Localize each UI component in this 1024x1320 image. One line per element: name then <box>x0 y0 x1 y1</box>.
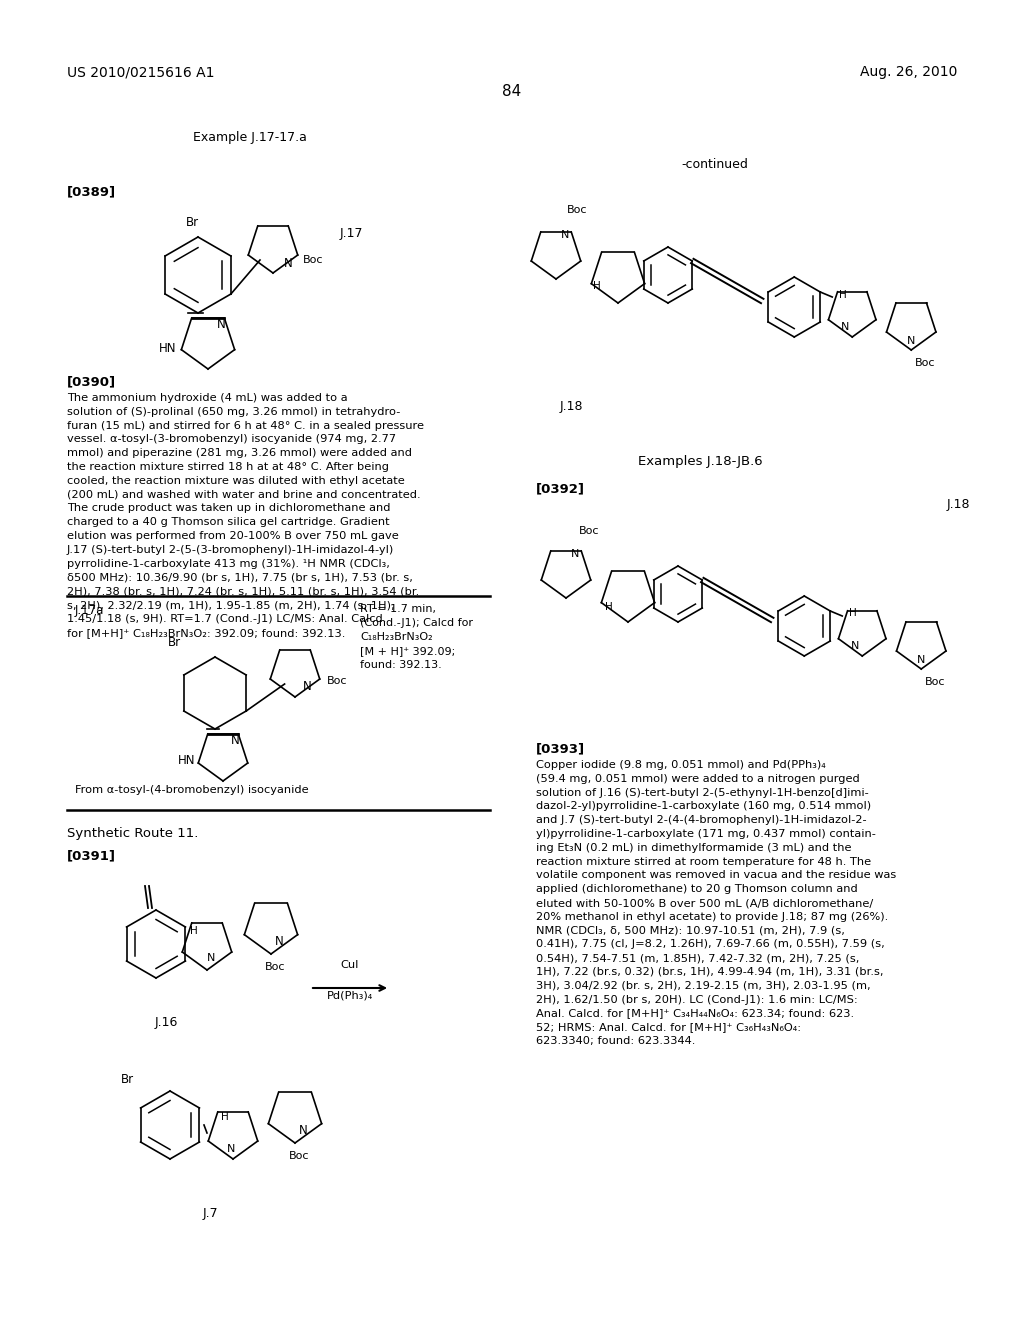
Text: s, 2H), 2.32/2.19 (m, 1H), 1.95-1.85 (m, 2H), 1.74 (s, 1H),: s, 2H), 2.32/2.19 (m, 1H), 1.95-1.85 (m,… <box>67 601 394 610</box>
Text: 1.45/1.18 (s, 9H). RT=1.7 (Cond.-J1) LC/MS: Anal. Calcd.: 1.45/1.18 (s, 9H). RT=1.7 (Cond.-J1) LC/… <box>67 614 386 624</box>
Text: 1H), 7.22 (br.s, 0.32) (br.s, 1H), 4.99-4.94 (m, 1H), 3.31 (br.s,: 1H), 7.22 (br.s, 0.32) (br.s, 1H), 4.99-… <box>536 968 884 977</box>
Text: H: H <box>605 602 612 611</box>
Text: Boc: Boc <box>926 677 946 686</box>
Text: Copper iodide (9.8 mg, 0.051 mmol) and Pd(PPh₃)₄: Copper iodide (9.8 mg, 0.051 mmol) and P… <box>536 760 825 770</box>
Text: Aug. 26, 2010: Aug. 26, 2010 <box>859 65 957 79</box>
Text: Pd(Ph₃)₄: Pd(Ph₃)₄ <box>327 990 373 1001</box>
Text: the reaction mixture stirred 18 h at at 48° C. After being: the reaction mixture stirred 18 h at at … <box>67 462 389 473</box>
Text: From α-tosyl-(4-bromobenzyl) isocyanide: From α-tosyl-(4-bromobenzyl) isocyanide <box>75 785 308 795</box>
Text: (59.4 mg, 0.051 mmol) were added to a nitrogen purged: (59.4 mg, 0.051 mmol) were added to a ni… <box>536 774 860 784</box>
Text: Boc: Boc <box>327 676 347 686</box>
Text: C₁₈H₂₃BrN₃O₂: C₁₈H₂₃BrN₃O₂ <box>360 632 432 642</box>
Text: N: N <box>275 935 284 948</box>
Text: N: N <box>226 1143 236 1154</box>
Text: Boc: Boc <box>566 205 587 215</box>
Text: Anal. Calcd. for [M+H]⁺ C₃₄H₄₄N₆O₄: 623.34; found: 623.: Anal. Calcd. for [M+H]⁺ C₃₄H₄₄N₆O₄: 623.… <box>536 1008 854 1019</box>
Text: CuI: CuI <box>341 960 359 970</box>
Text: N: N <box>918 655 926 665</box>
Text: 84: 84 <box>503 84 521 99</box>
Text: 0.54H), 7.54-7.51 (m, 1.85H), 7.42-7.32 (m, 2H), 7.25 (s,: 0.54H), 7.54-7.51 (m, 1.85H), 7.42-7.32 … <box>536 953 859 964</box>
Text: [M + H]⁺ 392.09;: [M + H]⁺ 392.09; <box>360 645 456 656</box>
Text: N: N <box>561 230 569 240</box>
Text: cooled, the reaction mixture was diluted with ethyl acetate: cooled, the reaction mixture was diluted… <box>67 475 404 486</box>
Text: Boc: Boc <box>915 358 936 368</box>
Text: 52; HRMS: Anal. Calcd. for [M+H]⁺ C₃₆H₄₃N₆O₄:: 52; HRMS: Anal. Calcd. for [M+H]⁺ C₃₆H₄₃… <box>536 1022 801 1032</box>
Text: furan (15 mL) and stirred for 6 h at 48° C. in a sealed pressure: furan (15 mL) and stirred for 6 h at 48°… <box>67 421 424 430</box>
Text: H: H <box>850 609 857 619</box>
Text: solution of (S)-prolinal (650 mg, 3.26 mmol) in tetrahydro-: solution of (S)-prolinal (650 mg, 3.26 m… <box>67 407 400 417</box>
Text: N: N <box>207 953 215 964</box>
Text: -continued: -continued <box>682 158 749 172</box>
Text: NMR (CDCl₃, δ, 500 MHz): 10.97-10.51 (m, 2H), 7.9 (s,: NMR (CDCl₃, δ, 500 MHz): 10.97-10.51 (m,… <box>536 925 845 936</box>
Text: J.18: J.18 <box>560 400 584 413</box>
Text: 3H), 3.04/2.92 (br. s, 2H), 2.19-2.15 (m, 3H), 2.03-1.95 (m,: 3H), 3.04/2.92 (br. s, 2H), 2.19-2.15 (m… <box>536 981 870 991</box>
Text: N: N <box>216 318 225 331</box>
Text: US 2010/0215616 A1: US 2010/0215616 A1 <box>67 65 214 79</box>
Text: ing Et₃N (0.2 mL) in dimethylformamide (3 mL) and the: ing Et₃N (0.2 mL) in dimethylformamide (… <box>536 842 852 853</box>
Text: N: N <box>299 1123 308 1137</box>
Text: N: N <box>284 257 292 271</box>
Text: J.17 (S)-tert-butyl 2-(5-(3-bromophenyl)-1H-imidazol-4-yl): J.17 (S)-tert-butyl 2-(5-(3-bromophenyl)… <box>67 545 394 554</box>
Text: H: H <box>221 1113 229 1122</box>
Text: Br: Br <box>121 1073 134 1086</box>
Text: N: N <box>841 322 849 333</box>
Text: HN: HN <box>177 755 195 767</box>
Text: solution of J.16 (S)-tert-butyl 2-(5-ethynyl-1H-benzo[d]imi-: solution of J.16 (S)-tert-butyl 2-(5-eth… <box>536 788 868 797</box>
Text: H: H <box>594 281 601 292</box>
Text: for [M+H]⁺ C₁₈H₂₃BrN₃O₂: 392.09; found: 392.13.: for [M+H]⁺ C₁₈H₂₃BrN₃O₂: 392.09; found: … <box>67 627 345 638</box>
Text: HN: HN <box>159 342 176 355</box>
Text: N: N <box>571 549 580 558</box>
Text: found: 392.13.: found: 392.13. <box>360 660 441 671</box>
Text: Boc: Boc <box>265 962 286 972</box>
Text: 623.3340; found: 623.3344.: 623.3340; found: 623.3344. <box>536 1036 695 1045</box>
Text: charged to a 40 g Thomson silica gel cartridge. Gradient: charged to a 40 g Thomson silica gel car… <box>67 517 389 527</box>
Text: [0390]: [0390] <box>67 375 116 388</box>
Text: elution was performed from 20-100% B over 750 mL gave: elution was performed from 20-100% B ove… <box>67 531 398 541</box>
Text: (Cond.-J1); Calcd for: (Cond.-J1); Calcd for <box>360 618 473 628</box>
Text: Br: Br <box>185 216 199 228</box>
Text: N: N <box>851 642 859 651</box>
Text: 0.41H), 7.75 (cl, J=8.2, 1.26H), 7.69-7.66 (m, 0.55H), 7.59 (s,: 0.41H), 7.75 (cl, J=8.2, 1.26H), 7.69-7.… <box>536 940 885 949</box>
Text: J.16: J.16 <box>155 1016 178 1030</box>
Text: Synthetic Route 11.: Synthetic Route 11. <box>67 828 199 840</box>
Text: [0391]: [0391] <box>67 849 116 862</box>
Text: [0393]: [0393] <box>536 742 585 755</box>
Text: applied (dichloromethane) to 20 g Thomson column and: applied (dichloromethane) to 20 g Thomso… <box>536 884 858 894</box>
Text: H: H <box>190 927 198 936</box>
Text: N: N <box>907 335 915 346</box>
Text: yl)pyrrolidine-1-carboxylate (171 mg, 0.437 mmol) contain-: yl)pyrrolidine-1-carboxylate (171 mg, 0.… <box>536 829 876 840</box>
Text: vessel. α-tosyl-(3-bromobenzyl) isocyanide (974 mg, 2.77: vessel. α-tosyl-(3-bromobenzyl) isocyani… <box>67 434 396 445</box>
Text: [0389]: [0389] <box>67 186 116 198</box>
Text: The ammonium hydroxide (4 mL) was added to a: The ammonium hydroxide (4 mL) was added … <box>67 393 347 403</box>
Text: [0392]: [0392] <box>536 482 585 495</box>
Text: Example J.17-17.a: Example J.17-17.a <box>194 132 307 144</box>
Text: 2H), 7.38 (br. s, 1H), 7.24 (br. s, 1H), 5.11 (br. s, 1H), 3.54 (br.: 2H), 7.38 (br. s, 1H), 7.24 (br. s, 1H),… <box>67 586 419 597</box>
Text: δ500 MHz): 10.36/9.90 (br s, 1H), 7.75 (br s, 1H), 7.53 (br. s,: δ500 MHz): 10.36/9.90 (br s, 1H), 7.75 (… <box>67 573 413 582</box>
Text: Br: Br <box>168 636 181 649</box>
Text: (200 mL) and washed with water and brine and concentrated.: (200 mL) and washed with water and brine… <box>67 490 421 499</box>
Text: J.18: J.18 <box>946 498 970 511</box>
Text: dazol-2-yl)pyrrolidine-1-carboxylate (160 mg, 0.514 mmol): dazol-2-yl)pyrrolidine-1-carboxylate (16… <box>536 801 871 812</box>
Text: Boc: Boc <box>579 525 599 536</box>
Text: pyrrolidine-1-carboxylate 413 mg (31%). ¹H NMR (CDCl₃,: pyrrolidine-1-carboxylate 413 mg (31%). … <box>67 558 390 569</box>
Text: J.17a: J.17a <box>75 605 104 616</box>
Text: Examples J.18-JB.6: Examples J.18-JB.6 <box>638 455 762 469</box>
Text: 2H), 1.62/1.50 (br s, 20H). LC (Cond-J1): 1.6 min: LC/MS:: 2H), 1.62/1.50 (br s, 20H). LC (Cond-J1)… <box>536 994 858 1005</box>
Text: RT = 1.7 min,: RT = 1.7 min, <box>360 605 436 614</box>
Text: N: N <box>303 680 311 693</box>
Text: J.7: J.7 <box>202 1206 218 1220</box>
Text: N: N <box>230 734 240 747</box>
Text: H: H <box>840 289 847 300</box>
Text: and J.7 (S)-tert-butyl 2-(4-(4-bromophenyl)-1H-imidazol-2-: and J.7 (S)-tert-butyl 2-(4-(4-bromophen… <box>536 816 866 825</box>
Text: volatile component was removed in vacua and the residue was: volatile component was removed in vacua … <box>536 870 896 880</box>
Text: Boc: Boc <box>303 255 324 265</box>
Text: reaction mixture stirred at room temperature for 48 h. The: reaction mixture stirred at room tempera… <box>536 857 871 867</box>
Text: eluted with 50-100% B over 500 mL (A/B dichloromethane/: eluted with 50-100% B over 500 mL (A/B d… <box>536 898 873 908</box>
Text: The crude product was taken up in dichloromethane and: The crude product was taken up in dichlo… <box>67 503 390 513</box>
Text: 20% methanol in ethyl acetate) to provide J.18; 87 mg (26%).: 20% methanol in ethyl acetate) to provid… <box>536 912 888 921</box>
Text: mmol) and piperazine (281 mg, 3.26 mmol) were added and: mmol) and piperazine (281 mg, 3.26 mmol)… <box>67 449 412 458</box>
Text: Boc: Boc <box>289 1151 309 1162</box>
Text: J.17: J.17 <box>340 227 364 239</box>
